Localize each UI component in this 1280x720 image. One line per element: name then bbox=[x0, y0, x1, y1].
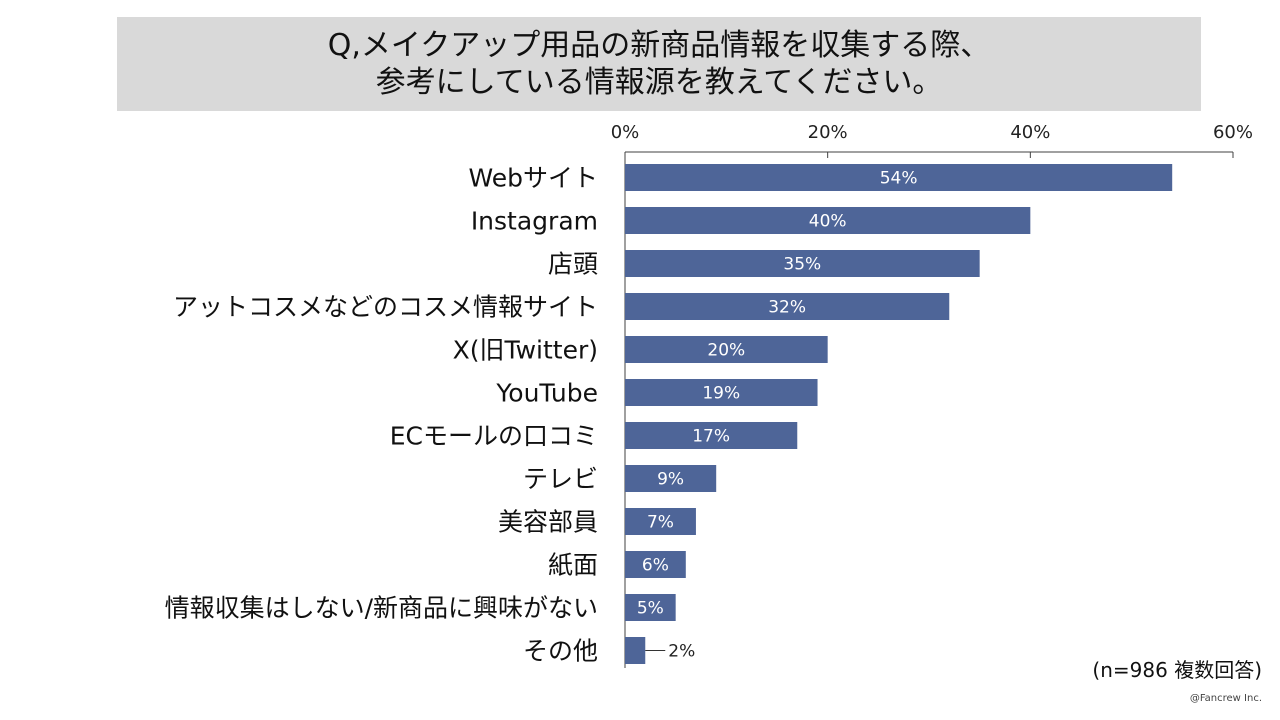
data-label: 20% bbox=[707, 341, 745, 361]
data-label: 6% bbox=[642, 556, 669, 576]
x-tick-label: 20% bbox=[808, 122, 848, 143]
data-label: 7% bbox=[647, 513, 674, 533]
title-line-1: Q,メイクアップ用品の新商品情報を収集する際、 bbox=[327, 28, 991, 63]
bar bbox=[625, 164, 1173, 191]
bar bbox=[625, 336, 828, 363]
data-label: 17% bbox=[692, 427, 730, 447]
data-label: 2% bbox=[668, 642, 695, 662]
data-label: 35% bbox=[783, 255, 821, 275]
bar bbox=[625, 422, 798, 449]
bar bbox=[625, 551, 686, 578]
category-label: 紙面 bbox=[548, 551, 598, 580]
x-tick-label: 0% bbox=[611, 122, 640, 143]
x-tick-label: 60% bbox=[1213, 122, 1253, 143]
bar bbox=[625, 465, 717, 492]
category-label: その他 bbox=[523, 637, 598, 666]
data-label: 5% bbox=[637, 599, 664, 619]
title-line-2: 参考にしている情報源を教えてください。 bbox=[375, 65, 943, 100]
category-label: 情報収集はしない/新商品に興味がない bbox=[165, 594, 598, 623]
bar bbox=[625, 293, 950, 320]
category-label: 店頭 bbox=[548, 250, 598, 279]
copyright-credit: @Fancrew Inc. bbox=[1189, 693, 1262, 704]
data-label: 40% bbox=[809, 212, 847, 232]
data-label: 32% bbox=[768, 298, 806, 318]
category-label: アットコスメなどのコスメ情報サイト bbox=[173, 293, 598, 322]
bar bbox=[625, 250, 980, 277]
title-banner: Q,メイクアップ用品の新商品情報を収集する際、 参考にしている情報源を教えてくだ… bbox=[117, 17, 1201, 111]
category-label: ECモールの口コミ bbox=[390, 422, 598, 451]
category-label: Instagram bbox=[471, 207, 598, 236]
bar bbox=[625, 508, 696, 535]
data-label: 19% bbox=[702, 384, 740, 404]
bar bbox=[625, 594, 676, 621]
x-tick-label: 40% bbox=[1010, 122, 1050, 143]
bar bbox=[625, 637, 646, 664]
bar bbox=[625, 207, 1031, 234]
category-label: テレビ bbox=[523, 465, 598, 494]
data-label: 9% bbox=[657, 470, 684, 490]
category-label: 美容部員 bbox=[498, 508, 598, 537]
data-label: 54% bbox=[880, 169, 918, 189]
bar bbox=[625, 379, 818, 406]
sample-note: (n=986 複数回答) bbox=[1092, 658, 1262, 682]
category-label: X(旧Twitter) bbox=[453, 336, 598, 365]
category-label: Webサイト bbox=[468, 164, 598, 193]
category-label: YouTube bbox=[495, 379, 598, 408]
